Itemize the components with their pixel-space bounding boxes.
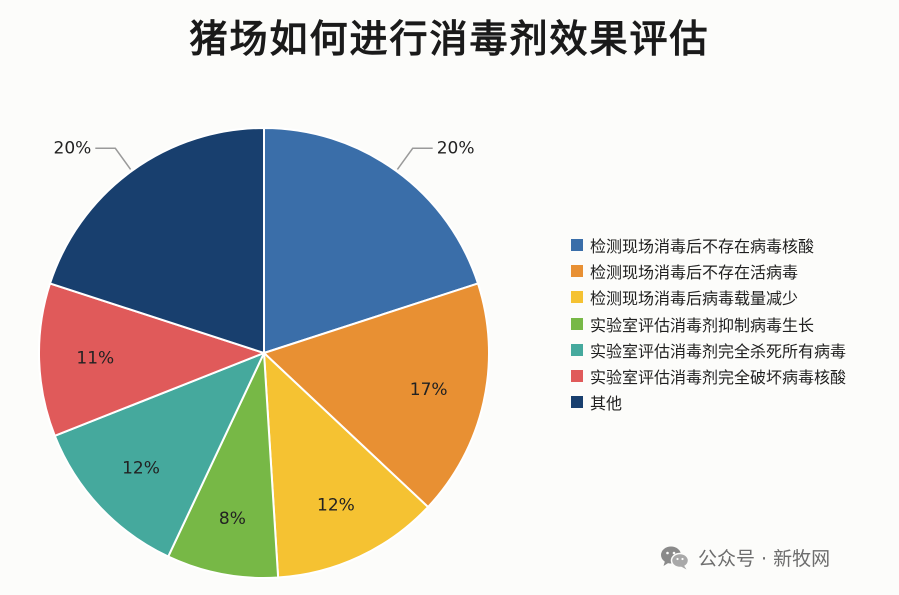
legend-label: 其他 <box>590 394 623 414</box>
wechat-icon <box>661 546 690 569</box>
watermark-text: 公众号 · 新牧网 <box>698 548 831 570</box>
pie-slice-2 <box>262 350 430 579</box>
pie-slice-0 <box>263 126 480 355</box>
slice-value-label-1: 17% <box>410 380 448 400</box>
legend-swatch <box>571 265 583 278</box>
legend-item-3: 实验室评估消毒剂抑制病毒生长 <box>571 311 846 337</box>
legend-item-5: 实验室评估消毒剂完全破坏病毒核酸 <box>571 363 846 389</box>
chart-title: 猪场如何进行消毒剂效果评估 <box>189 16 710 61</box>
legend-item-2: 检测现场消毒后病毒载量减少 <box>571 284 846 310</box>
slice-value-label-2: 12% <box>317 496 355 516</box>
slice-value-label-5: 11% <box>76 348 114 368</box>
leader-line-6 <box>95 147 132 170</box>
slice-value-label-3: 8% <box>219 509 246 529</box>
pie-slice-4 <box>53 351 266 558</box>
legend-swatch <box>571 239 583 252</box>
legend-swatch <box>571 370 583 383</box>
legend-item-4: 实验室评估消毒剂完全杀死所有病毒 <box>571 337 846 363</box>
leader-line-0 <box>396 147 433 170</box>
legend-item-1: 检测现场消毒后不存在活病毒 <box>571 258 846 284</box>
legend-label: 实验室评估消毒剂完全破坏病毒核酸 <box>590 368 847 388</box>
legend-swatch <box>571 317 583 330</box>
legend-label: 检测现场消毒后不存在病毒核酸 <box>590 237 815 257</box>
legend-item-6: 其他 <box>571 389 846 415</box>
legend-swatch <box>571 291 583 304</box>
legend-item-0: 检测现场消毒后不存在病毒核酸 <box>571 232 846 258</box>
legend-swatch <box>571 343 583 356</box>
legend-label: 检测现场消毒后病毒载量减少 <box>590 289 799 309</box>
legend-label: 实验室评估消毒剂抑制病毒生长 <box>590 315 815 335</box>
slice-value-label-6: 20% <box>54 138 92 158</box>
legend-swatch <box>571 396 583 409</box>
slice-value-label-4: 12% <box>122 459 160 479</box>
watermark: 公众号 · 新牧网 <box>660 544 830 571</box>
pie-slice-6 <box>48 126 265 355</box>
legend-label: 实验室评估消毒剂完全杀死所有病毒 <box>590 341 847 361</box>
pie-slice-1 <box>262 282 490 509</box>
slice-value-label-0: 20% <box>437 138 475 158</box>
pie-slice-3 <box>166 352 280 579</box>
legend-label: 检测现场消毒后不存在活病毒 <box>590 263 799 283</box>
pie-slice-5 <box>38 282 267 438</box>
chart-legend: 检测现场消毒后不存在病毒核酸 检测现场消毒后不存在活病毒 检测现场消毒后病毒载量减少… <box>571 232 846 415</box>
